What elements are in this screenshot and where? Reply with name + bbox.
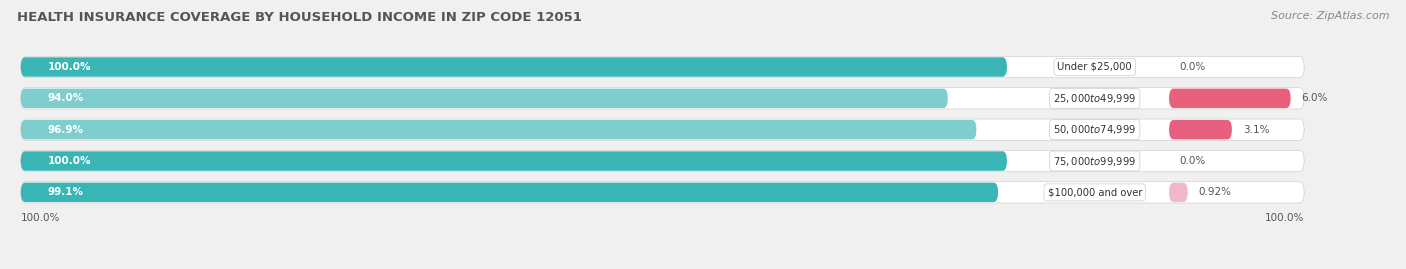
Text: 100.0%: 100.0%: [48, 156, 91, 166]
FancyBboxPatch shape: [21, 89, 948, 108]
FancyBboxPatch shape: [1168, 120, 1232, 139]
Text: HEALTH INSURANCE COVERAGE BY HOUSEHOLD INCOME IN ZIP CODE 12051: HEALTH INSURANCE COVERAGE BY HOUSEHOLD I…: [17, 11, 582, 24]
FancyBboxPatch shape: [1168, 89, 1291, 108]
FancyBboxPatch shape: [21, 119, 1305, 140]
Text: Source: ZipAtlas.com: Source: ZipAtlas.com: [1271, 11, 1389, 21]
Text: $50,000 to $74,999: $50,000 to $74,999: [1053, 123, 1136, 136]
Text: 99.1%: 99.1%: [48, 187, 84, 197]
FancyBboxPatch shape: [21, 120, 976, 139]
Text: 0.92%: 0.92%: [1198, 187, 1232, 197]
Text: $100,000 and over: $100,000 and over: [1047, 187, 1142, 197]
Text: 6.0%: 6.0%: [1302, 93, 1327, 103]
Text: 3.1%: 3.1%: [1243, 125, 1270, 135]
FancyBboxPatch shape: [1168, 183, 1188, 202]
FancyBboxPatch shape: [21, 151, 1007, 171]
FancyBboxPatch shape: [21, 57, 1007, 77]
Text: 96.9%: 96.9%: [48, 125, 84, 135]
FancyBboxPatch shape: [21, 88, 1305, 109]
Text: 100.0%: 100.0%: [21, 213, 60, 223]
FancyBboxPatch shape: [21, 150, 1305, 172]
Text: $75,000 to $99,999: $75,000 to $99,999: [1053, 154, 1136, 168]
Text: 0.0%: 0.0%: [1180, 156, 1206, 166]
Text: 0.0%: 0.0%: [1180, 62, 1206, 72]
Text: 94.0%: 94.0%: [48, 93, 84, 103]
FancyBboxPatch shape: [21, 56, 1305, 78]
Text: Under $25,000: Under $25,000: [1057, 62, 1132, 72]
FancyBboxPatch shape: [21, 182, 1305, 203]
Text: 100.0%: 100.0%: [1265, 213, 1305, 223]
FancyBboxPatch shape: [21, 183, 998, 202]
Text: 100.0%: 100.0%: [48, 62, 91, 72]
Text: $25,000 to $49,999: $25,000 to $49,999: [1053, 92, 1136, 105]
